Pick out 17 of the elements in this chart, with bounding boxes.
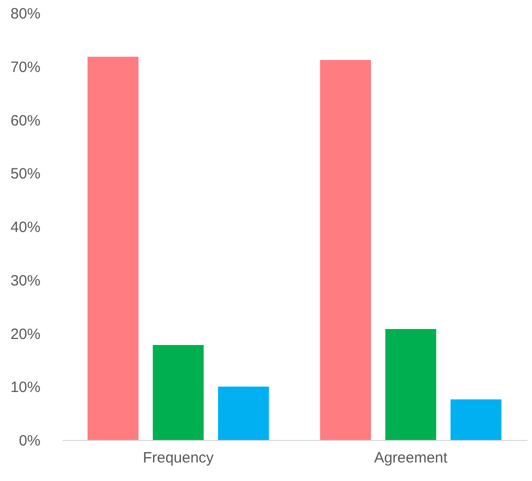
x-tick-label: Agreement [374,450,448,466]
bar [450,399,502,440]
y-tick-label: 0% [18,432,40,450]
y-tick-label: 60% [10,112,40,130]
bar [152,344,204,440]
y-tick-label: 50% [10,166,40,183]
x-tick-label: Frequency [142,450,214,466]
bar [88,56,138,440]
y-tick-label: 30% [10,272,40,290]
bar [385,328,436,440]
bar [218,386,269,440]
bar [320,60,371,440]
y-tick-label: 80% [10,6,40,22]
y-tick-label: 10% [10,379,40,396]
y-tick-label: 20% [10,326,40,343]
y-tick-label: 70% [10,58,40,76]
y-tick-label: 40% [10,219,40,236]
